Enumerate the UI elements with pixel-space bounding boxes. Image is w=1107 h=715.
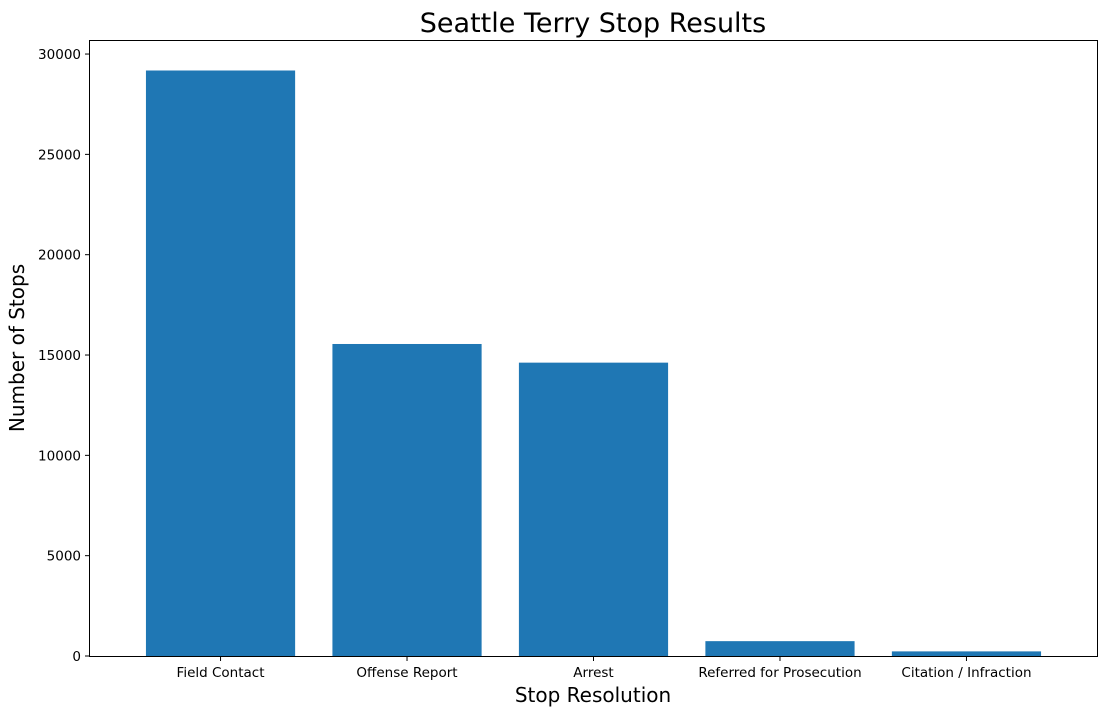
bar-citation-infraction	[891, 651, 1042, 656]
chart-title: Seattle Terry Stop Results	[420, 8, 766, 39]
bars	[145, 70, 1042, 657]
bar-arrest	[518, 362, 669, 656]
x-tick-label: Field Contact	[177, 665, 265, 681]
y-axis: 0 5000 10000 15000 20000 25000 30000	[38, 47, 90, 665]
bar-referred-for-prosecution	[705, 641, 855, 656]
bar-offense-report	[332, 343, 482, 656]
y-tick-label: 0	[72, 649, 81, 665]
x-axis: Field Contact Offense Report Arrest Referre…	[177, 656, 1032, 681]
x-tick-label: Referred for Prosecution	[698, 665, 861, 681]
y-tick-label: 30000	[38, 47, 81, 63]
y-tick-label: 5000	[47, 549, 81, 565]
y-tick-label: 10000	[38, 448, 81, 464]
plot-frame	[89, 40, 1098, 657]
y-tick-label: 25000	[38, 147, 81, 163]
x-tick-label: Citation / Infraction	[901, 665, 1031, 681]
bar-field-contact	[145, 70, 296, 657]
y-tick-label: 20000	[38, 248, 81, 264]
x-tick-label: Arrest	[573, 665, 613, 681]
x-tick-label: Offense Report	[356, 665, 457, 681]
x-axis-label: Stop Resolution	[515, 683, 671, 707]
y-axis-label: Number of Stops	[5, 264, 29, 432]
y-tick-label: 15000	[38, 348, 81, 364]
